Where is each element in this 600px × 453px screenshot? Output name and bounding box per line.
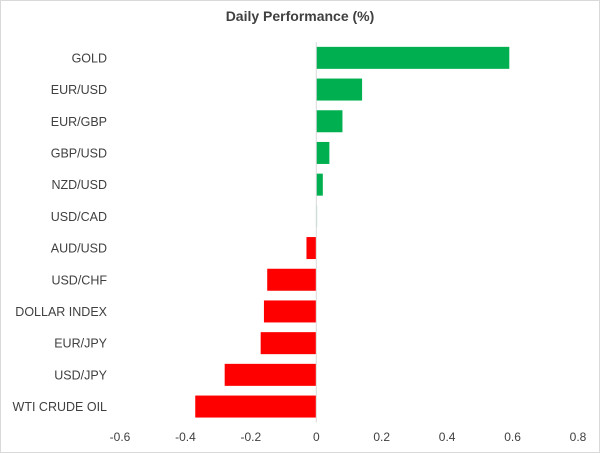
x-tick-label: 0 — [313, 430, 320, 444]
bar-dollar-index — [263, 300, 317, 323]
bar-gbp-usd — [316, 141, 330, 164]
bar-eur-jpy — [260, 332, 317, 355]
x-tick-label: 0.2 — [373, 430, 390, 444]
bar-eur-gbp — [316, 110, 343, 133]
chart-title: Daily Performance (%) — [225, 8, 375, 24]
x-tick-label: 0.8 — [570, 430, 587, 444]
category-label: GOLD — [72, 51, 107, 65]
category-label: GBP/USD — [51, 146, 107, 160]
category-label: USD/JPY — [54, 368, 107, 382]
x-tick-label: 0.4 — [439, 430, 456, 444]
category-label: USD/CHF — [51, 273, 107, 287]
x-tick-label: -0.4 — [175, 430, 196, 444]
bar-nzd-usd — [316, 173, 323, 196]
category-label: NZD/USD — [51, 178, 107, 192]
category-label: USD/CAD — [51, 210, 107, 224]
category-label: EUR/JPY — [54, 337, 107, 351]
category-label: EUR/GBP — [51, 115, 107, 129]
x-tick-label: 0.6 — [504, 430, 521, 444]
bar-wti-crude-oil — [195, 395, 317, 418]
bar-usd-jpy — [224, 363, 317, 386]
category-label: DOLLAR INDEX — [15, 305, 107, 319]
x-tick-label: -0.6 — [110, 430, 131, 444]
category-label: AUD/USD — [51, 242, 107, 256]
bar-aud-usd — [306, 237, 317, 260]
bar-gold — [316, 46, 510, 69]
category-label: EUR/USD — [51, 83, 107, 97]
category-label: WTI CRUDE OIL — [13, 400, 107, 414]
bar-eur-usd — [316, 78, 363, 101]
bar-usd-chf — [267, 268, 317, 291]
x-tick-label: -0.2 — [241, 430, 262, 444]
